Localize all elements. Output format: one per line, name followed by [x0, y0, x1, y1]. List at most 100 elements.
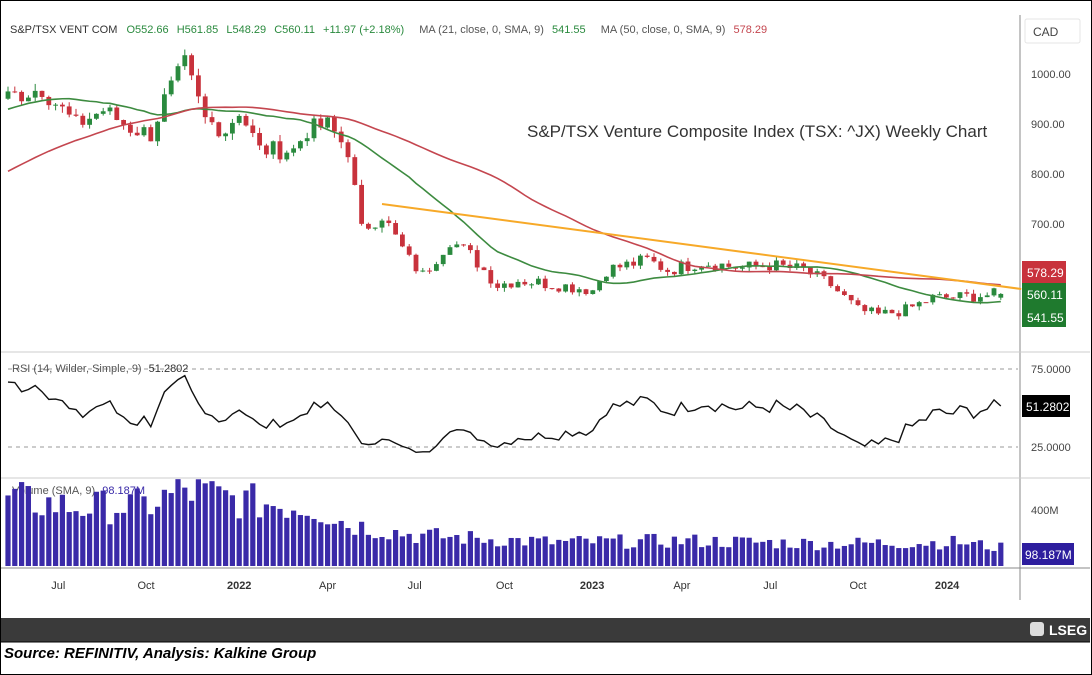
volume-bar	[787, 547, 793, 566]
candle-body	[889, 309, 895, 314]
candle-body	[604, 276, 609, 282]
volume-bar	[209, 481, 215, 566]
volume-bar	[338, 520, 344, 566]
candle-body	[338, 131, 344, 143]
volume-bar	[46, 497, 52, 566]
time-axis-label: 2023	[580, 580, 604, 592]
candle-body	[481, 267, 487, 271]
candle-body	[291, 148, 296, 153]
volume-bar	[977, 540, 983, 566]
volume-bar	[705, 545, 711, 566]
candle-body	[345, 142, 351, 158]
rsi-legend-value: 51.2802	[149, 363, 189, 375]
volume-bar	[712, 536, 718, 566]
volume-bar	[855, 537, 861, 566]
candle-body	[434, 264, 439, 271]
volume-bar	[229, 495, 235, 566]
currency-label: CAD	[1033, 25, 1059, 39]
volume-bar	[603, 538, 609, 566]
volume-bar	[447, 536, 453, 566]
volume-bar	[896, 548, 902, 566]
symbol-label: S&P/TSX VENT COM	[10, 24, 117, 36]
candle-body	[121, 120, 126, 125]
candle-body	[882, 309, 888, 314]
candle-body	[5, 91, 11, 99]
candle-body	[617, 264, 623, 268]
volume-bar	[66, 512, 72, 566]
lseg-logo-text: LSEG	[1049, 622, 1087, 638]
volume-bar	[461, 543, 467, 566]
volume-bar	[535, 538, 541, 566]
candle-body	[692, 269, 698, 271]
candle-body	[855, 300, 861, 306]
rsi-tick-label: 25.0000	[1031, 442, 1071, 454]
volume-bar	[19, 482, 25, 566]
candle-body	[862, 305, 868, 312]
volume-bar	[671, 536, 677, 566]
volume-bar	[964, 544, 970, 566]
candle-body	[298, 141, 303, 149]
volume-bar	[508, 537, 514, 566]
candle-body	[984, 295, 990, 298]
volume-bar	[597, 536, 603, 566]
trendline	[381, 203, 1022, 290]
candle-body	[128, 124, 133, 133]
candle-body	[134, 132, 140, 136]
volume-bar	[474, 537, 480, 566]
close-value: C560.11	[274, 24, 315, 36]
candle-body	[808, 267, 813, 275]
candle-body	[413, 254, 419, 272]
candle-body	[359, 184, 364, 224]
volume-bar	[841, 545, 847, 566]
candle-body	[522, 281, 528, 285]
volume-bar	[746, 537, 752, 566]
volume-bar	[773, 548, 779, 566]
candle-body	[576, 289, 582, 293]
volume-bar	[909, 547, 915, 566]
candle-body	[549, 288, 555, 290]
currency-box[interactable]	[1024, 18, 1081, 44]
volume-bar	[753, 542, 759, 566]
candle-body	[379, 220, 385, 228]
candle-body	[502, 283, 507, 288]
candle-body	[73, 114, 79, 116]
volume-bar	[454, 535, 460, 566]
ma50-price-badge	[1022, 261, 1066, 283]
volume-bar	[168, 493, 174, 566]
volume-bar	[794, 548, 800, 566]
time-axis-label: Jul	[408, 580, 422, 592]
time-axis-label: Jul	[51, 580, 65, 592]
candle-body	[876, 307, 881, 314]
chart-annotation: S&P/TSX Venture Composite Index (TSX: ^J…	[527, 122, 988, 141]
lseg-logo-icon	[1030, 622, 1044, 636]
candle-body	[46, 96, 52, 106]
volume-bar	[651, 533, 657, 566]
candle-body	[638, 255, 643, 266]
time-axis-label: Oct	[496, 580, 513, 592]
candle-body	[32, 90, 38, 98]
volume-bar	[277, 508, 283, 566]
ma21-value: 541.55	[552, 24, 586, 36]
candle-body	[114, 107, 120, 121]
close-badge-text: 560.11	[1027, 288, 1063, 302]
candle-body	[719, 263, 725, 271]
volume-bar	[399, 536, 405, 566]
volume-bar	[359, 521, 365, 566]
candle-body	[230, 122, 235, 134]
candle-body	[916, 302, 922, 307]
lseg-logo: LSEG	[1030, 622, 1087, 638]
candle-body	[753, 261, 759, 267]
rsi-badge-text: 51.2802	[1026, 400, 1070, 414]
time-axis-label: 2024	[935, 580, 960, 592]
candle-body	[352, 157, 358, 185]
candle-body	[447, 247, 453, 255]
candle-body	[400, 234, 405, 247]
volume-bar	[393, 530, 399, 566]
volume-bar	[195, 479, 201, 566]
candle-body	[515, 281, 521, 288]
volume-bar	[903, 548, 909, 566]
candle-body	[209, 117, 215, 123]
candle-body	[87, 118, 92, 125]
candle-body	[937, 294, 942, 296]
